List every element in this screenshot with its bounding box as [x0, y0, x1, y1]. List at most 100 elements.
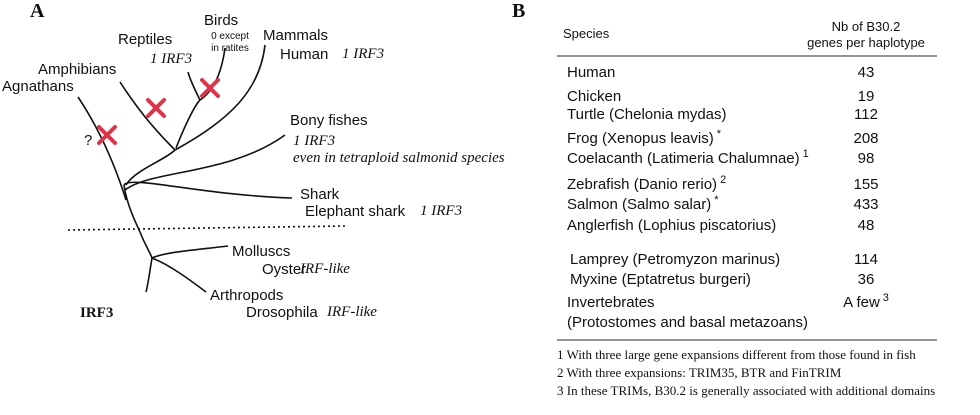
species-name: Coelacanth (Latimeria Chalumnae)	[567, 150, 800, 167]
note: in ratites	[211, 43, 249, 54]
branch	[119, 81, 176, 151]
count: 19	[826, 88, 906, 105]
footnote: 1 With three large gene expansions diffe…	[557, 347, 916, 362]
species: Zebrafish (Danio rerio) 2	[567, 174, 727, 195]
panel-label: A	[30, 0, 45, 22]
count: A few 3	[826, 292, 906, 313]
panel-label: B	[512, 0, 526, 22]
species: Salmon (Salmo salar) *	[567, 194, 719, 215]
branch	[125, 149, 176, 186]
species-name: Myxine (Eptatretus burgeri)	[570, 271, 751, 288]
count: 43	[826, 64, 906, 81]
question: ?	[84, 132, 93, 149]
count: 48	[826, 217, 906, 234]
column-header: Species	[563, 26, 610, 41]
count: 36	[826, 271, 906, 288]
species-name: Zebrafish (Danio rerio)	[567, 176, 718, 193]
count: 433	[826, 196, 906, 213]
count: 114	[826, 251, 906, 268]
species-name: Salmon (Salmo salar)	[567, 196, 712, 213]
count-value: 155	[853, 176, 879, 193]
branch	[124, 134, 286, 191]
note: even in tetraploid salmonid species	[293, 150, 505, 166]
group: Mammals	[263, 27, 329, 44]
count-value: 19	[857, 88, 875, 105]
count: 208	[826, 130, 906, 147]
loss-x	[97, 125, 117, 145]
species: Chicken	[567, 88, 621, 105]
group: Birds	[204, 12, 239, 29]
group: Shark	[300, 186, 340, 203]
group: Agnathans	[2, 78, 74, 95]
species: Turtle (Chelonia mydas)	[567, 106, 727, 123]
species-name: Anglerfish (Lophius piscatorius)	[567, 217, 777, 234]
species: Elephant shark	[305, 203, 406, 220]
species: Coelacanth (Latimeria Chalumnae) 1	[567, 148, 809, 169]
species-name: Frog (Xenopus leavis)	[567, 130, 714, 147]
loss-marks	[97, 78, 220, 145]
species-name: Turtle (Chelonia mydas)	[567, 106, 727, 123]
footnote-mark: 3	[882, 292, 889, 304]
loss-x	[200, 78, 220, 98]
footnote: 3 In these TRIMs, B30.2 is generally ass…	[557, 383, 936, 398]
branch	[139, 231, 153, 259]
species: Drosophila	[246, 304, 318, 321]
count: 112	[826, 106, 906, 123]
species-name: Lamprey (Petromyzon marinus)	[570, 251, 781, 268]
group: Bony fishes	[290, 112, 368, 129]
species-name: Invertebrates	[567, 294, 655, 311]
branch	[123, 181, 293, 199]
species: Frog (Xenopus leavis) *	[567, 128, 722, 149]
irf: IRF-like	[300, 261, 350, 277]
note: 0 except	[211, 31, 249, 42]
irf: IRF-like	[327, 304, 377, 320]
group: Amphibians	[38, 61, 117, 78]
count-value: 36	[857, 271, 875, 288]
count-value: 98	[857, 150, 875, 167]
group: Arthropods	[210, 287, 284, 304]
branch	[151, 245, 229, 259]
footnote: 2 With three expansions: TRIM35, BTR and…	[557, 365, 842, 380]
species-name: Chicken	[567, 88, 622, 105]
species: Oyster	[262, 261, 307, 278]
footnote-mark: *	[714, 194, 719, 206]
species-name: (Protostomes and basal metazoans)	[567, 314, 808, 331]
group: Molluscs	[232, 243, 291, 260]
branch	[187, 71, 201, 101]
group: Reptiles	[118, 31, 173, 48]
gene-title: IRF3	[80, 305, 114, 321]
footnote-mark: 2	[720, 174, 727, 186]
irf: 1 IRF3	[293, 133, 336, 149]
branch	[174, 44, 266, 151]
footnote-mark: *	[716, 128, 722, 140]
species: Lamprey (Petromyzon marinus)	[570, 251, 780, 268]
count: 98	[826, 150, 906, 167]
branches	[77, 44, 293, 293]
column-header: genes per haplotype	[807, 35, 925, 50]
count-value: 43	[857, 64, 875, 81]
count: 155	[826, 176, 906, 193]
count-value: 208	[853, 130, 879, 147]
species: Invertebrates	[567, 294, 655, 311]
branch	[123, 184, 141, 233]
loss-x	[146, 98, 166, 118]
irf: 1 IRF3	[150, 51, 193, 67]
count-value: 114	[854, 251, 878, 268]
count-value: 48	[857, 217, 875, 234]
branch	[145, 257, 153, 293]
count-value: 112	[854, 106, 878, 123]
species: Anglerfish (Lophius piscatorius)	[567, 217, 776, 234]
species: Myxine (Eptatretus burgeri)	[570, 271, 751, 288]
species: Human	[280, 46, 329, 63]
irf: 1 IRF3	[420, 203, 463, 219]
species-name: Human	[567, 64, 616, 81]
species: Human	[567, 64, 615, 81]
column-header: Nb of B30.2	[831, 19, 901, 34]
branch	[175, 99, 201, 149]
branch	[77, 96, 127, 201]
count-value: 433	[853, 196, 879, 213]
count-value: A few	[843, 294, 880, 311]
branch	[151, 257, 207, 293]
